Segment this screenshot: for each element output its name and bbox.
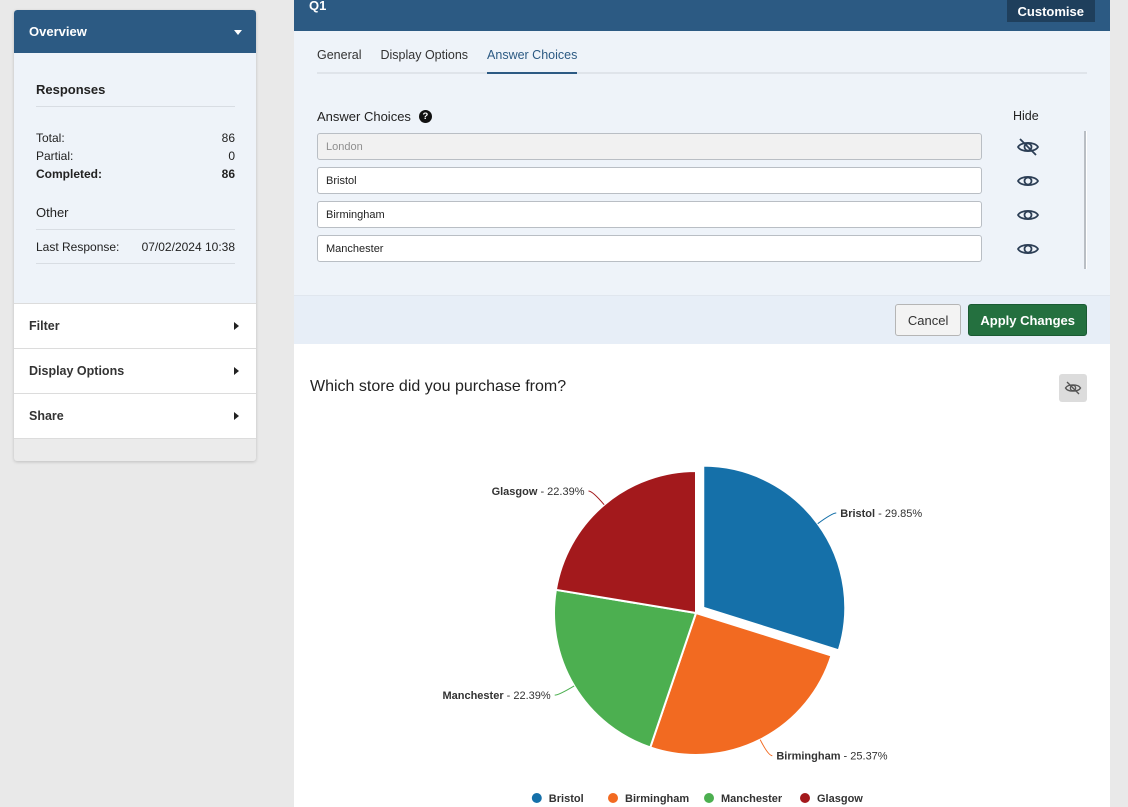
choice-input-bristol[interactable] xyxy=(317,167,982,194)
stat-value: 86 xyxy=(221,167,235,181)
chart-title: Which store did you purchase from? xyxy=(310,378,567,395)
divider xyxy=(36,106,235,107)
question-id: Q1 xyxy=(309,0,327,13)
legend-marker-glasgow[interactable] xyxy=(800,793,810,803)
choices-scrollbar[interactable] xyxy=(1084,131,1087,269)
eye-icon[interactable] xyxy=(1016,169,1040,193)
section-label: Filter xyxy=(29,319,60,333)
question-header: Q1 Customise xyxy=(294,0,1110,31)
pie-chart: Bristol - 29.85% Birmingham - 25.37% Manch… xyxy=(442,464,922,805)
sidebar-section-display-options[interactable]: Display Options xyxy=(14,348,256,393)
last-response-value: 07/02/2024 10:38 xyxy=(141,240,235,254)
stat-label: Partial: xyxy=(36,149,74,163)
label-connector xyxy=(817,512,837,525)
label-connector xyxy=(759,739,773,757)
choice-input-birmingham[interactable] xyxy=(317,201,982,228)
legend-label-manchester[interactable]: Manchester xyxy=(721,793,783,805)
stat-value: 0 xyxy=(228,149,235,163)
legend-marker-bristol[interactable] xyxy=(531,793,542,803)
hide-column-label: Hide xyxy=(1013,109,1039,123)
tab-answer-choices[interactable]: Answer Choices xyxy=(487,47,578,74)
last-response-label: Last Response: xyxy=(36,240,120,254)
pie-slice-glasgow[interactable] xyxy=(554,469,697,615)
divider xyxy=(36,263,235,264)
chevron-down-icon[interactable] xyxy=(234,30,242,35)
responses-heading: Responses xyxy=(36,82,106,97)
sidebar-section-filter[interactable]: Filter xyxy=(14,303,256,348)
scrollbar-thumb[interactable] xyxy=(1084,131,1086,269)
other-heading: Other xyxy=(36,205,69,220)
stat-label: Completed: xyxy=(36,167,102,181)
answer-choices-list xyxy=(317,133,997,269)
legend-marker-birmingham[interactable] xyxy=(608,793,618,803)
overview-body: Responses Total: 86 Partial: 0 Completed… xyxy=(14,53,256,303)
data-label-glasgow: Glasgow - 22.39% xyxy=(492,486,585,498)
legend-label-bristol[interactable]: Bristol xyxy=(549,793,584,805)
answer-choices-text: Answer Choices xyxy=(317,109,411,124)
chevron-right-icon xyxy=(234,322,239,330)
sidebar-footer xyxy=(14,438,256,439)
label-connector xyxy=(588,490,605,506)
label-connector xyxy=(554,685,575,696)
eye-off-icon[interactable] xyxy=(1016,135,1040,159)
action-bar: Cancel Apply Changes xyxy=(294,295,1110,344)
overview-sidebar: Overview Responses Total: 86 Partial: 0 … xyxy=(14,10,256,461)
stat-row-partial: Partial: 0 xyxy=(36,147,235,165)
pie-slice-birmingham[interactable] xyxy=(648,611,833,756)
tab-general[interactable]: General xyxy=(317,48,362,62)
chevron-right-icon xyxy=(234,367,239,375)
hide-toggles xyxy=(1016,135,1040,271)
customise-button[interactable]: Customise xyxy=(1006,0,1095,22)
tab-display-options[interactable]: Display Options xyxy=(380,48,469,62)
customise-settings: General Display Options Answer Choices A… xyxy=(294,31,1110,295)
legend-label-birmingham[interactable]: Birmingham xyxy=(625,793,689,805)
help-icon[interactable]: ? xyxy=(418,110,432,123)
chart-area: Which store did you purchase from? Brist… xyxy=(294,344,1110,807)
question-panel: Q1 Customise General Display Options Ans… xyxy=(294,0,1110,807)
eye-icon[interactable] xyxy=(1016,237,1040,261)
section-label: Display Options xyxy=(29,364,125,378)
data-label-birmingham: Birmingham - 25.37% xyxy=(776,751,887,763)
apply-changes-button[interactable]: Apply Changes xyxy=(968,304,1087,336)
overview-title: Overview xyxy=(29,24,87,39)
choice-input-manchester[interactable] xyxy=(317,235,982,262)
stat-label: Total: xyxy=(36,131,65,145)
last-response-row: Last Response: 07/02/2024 10:38 xyxy=(36,238,235,256)
cancel-button[interactable]: Cancel xyxy=(894,304,962,336)
stat-row-total: Total: 86 xyxy=(36,129,235,147)
pie-slice-manchester[interactable] xyxy=(553,588,698,749)
eye-icon[interactable] xyxy=(1016,203,1040,227)
divider xyxy=(36,229,235,230)
choice-input-london[interactable] xyxy=(317,133,982,160)
tab-bar: General Display Options Answer Choices xyxy=(317,47,1087,74)
eye-off-icon xyxy=(1064,381,1082,395)
answer-choices-label: Answer Choices ? xyxy=(317,109,432,124)
legend-label-glasgow[interactable]: Glasgow xyxy=(817,793,863,805)
hide-chart-button[interactable] xyxy=(1059,374,1087,402)
stat-row-completed: Completed: 86 xyxy=(36,165,235,183)
data-label-manchester: Manchester - 22.39% xyxy=(442,690,550,702)
stat-value: 86 xyxy=(221,131,235,145)
chevron-right-icon xyxy=(234,412,239,420)
pie-slice-bristol[interactable] xyxy=(702,464,847,652)
data-label-bristol: Bristol - 29.85% xyxy=(840,508,922,520)
legend-marker-manchester[interactable] xyxy=(704,793,714,803)
overview-header[interactable]: Overview xyxy=(14,10,256,53)
sidebar-section-share[interactable]: Share xyxy=(14,393,256,438)
section-label: Share xyxy=(29,409,64,423)
